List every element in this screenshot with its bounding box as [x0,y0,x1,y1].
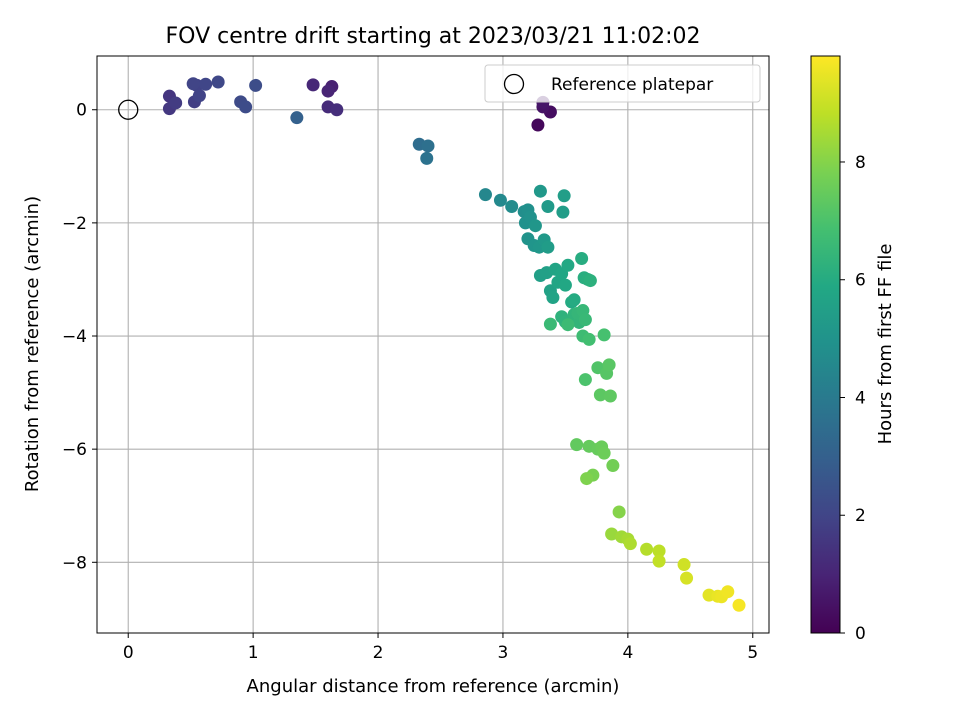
data-point [421,139,435,153]
legend-label-reference: Reference platepar [551,75,713,95]
data-point [570,438,584,452]
x-tick-label: 3 [498,643,509,663]
data-point [541,240,555,254]
data-point [732,598,746,612]
colorbar-tick-label: 2 [855,506,866,526]
data-point [249,78,263,92]
data-point [578,313,592,327]
data-point [582,332,596,346]
data-point [652,554,666,568]
y-tick-label: −8 [62,553,87,573]
data-point [561,318,575,332]
reference-marker-layer [118,99,139,120]
y-tick-label: −6 [62,440,87,460]
data-point [169,96,183,110]
data-point [640,542,654,556]
data-point [420,151,434,165]
data-point [186,77,200,91]
legend-marker-reference [503,73,525,95]
data-point [478,188,492,202]
colorbar-fill [810,55,841,634]
data-point [721,585,735,599]
y-axis-label: Rotation from reference (arcmin) [22,196,43,492]
colorbar: 0 2 4 6 8 Hours from first FF file [810,55,896,644]
data-point [597,446,611,460]
y-tick-label: −2 [62,214,87,234]
data-point [612,505,626,519]
data-point [533,184,547,198]
data-point [583,274,597,288]
colorbar-tick-label: 8 [855,153,866,173]
x-tick-label: 4 [622,643,633,663]
grid-lines [97,56,769,633]
data-point [192,89,206,103]
data-point [561,258,575,272]
data-point [546,291,560,305]
x-tick-label: 0 [123,643,134,663]
legend-box [484,64,761,103]
data-point [567,293,581,307]
data-point [239,100,253,114]
plot-frame [96,55,770,634]
data-points [162,75,746,612]
y-tick-label: −4 [62,327,87,347]
data-point [531,118,545,132]
data-point [211,75,225,89]
data-point [575,252,589,266]
x-tick-label: 2 [373,643,384,663]
data-point [199,77,213,91]
data-point [602,358,616,372]
data-point [680,571,694,585]
data-point [593,388,607,402]
x-axis-label: Angular distance from reference (arcmin) [247,676,620,697]
data-point [677,558,691,572]
reference-marker [118,99,139,120]
x-tick-label: 5 [747,643,758,663]
colorbar-tick-label: 6 [855,271,866,291]
data-point [290,111,304,125]
data-point [623,537,637,551]
y-tick-label: 0 [76,101,87,121]
data-point [557,189,571,203]
data-point [597,328,611,342]
data-point [541,199,555,213]
colorbar-ticks: 0 2 4 6 8 [840,153,866,644]
data-point [578,373,592,387]
colorbar-label: Hours from first FF file [875,244,896,445]
chart-title: FOV centre drift starting at 2023/03/21 … [166,24,701,49]
data-point [603,389,617,403]
data-point [306,78,320,92]
data-point [321,84,335,98]
data-point [330,103,344,117]
data-point [605,527,619,541]
data-point [556,205,570,219]
data-point [543,317,557,331]
data-point [493,193,507,207]
axis-ticks: 0 1 2 3 4 5 0 −2 −4 −6 −8 [62,101,758,663]
colorbar-tick-label: 0 [855,624,866,644]
data-point [652,544,666,558]
legend: Reference platepar [484,64,761,103]
data-point [558,278,572,292]
x-tick-label: 1 [248,643,259,663]
data-point [528,219,542,233]
data-point [505,199,519,213]
colorbar-tick-label: 4 [855,388,866,408]
data-point [606,459,620,473]
data-point [580,472,594,486]
